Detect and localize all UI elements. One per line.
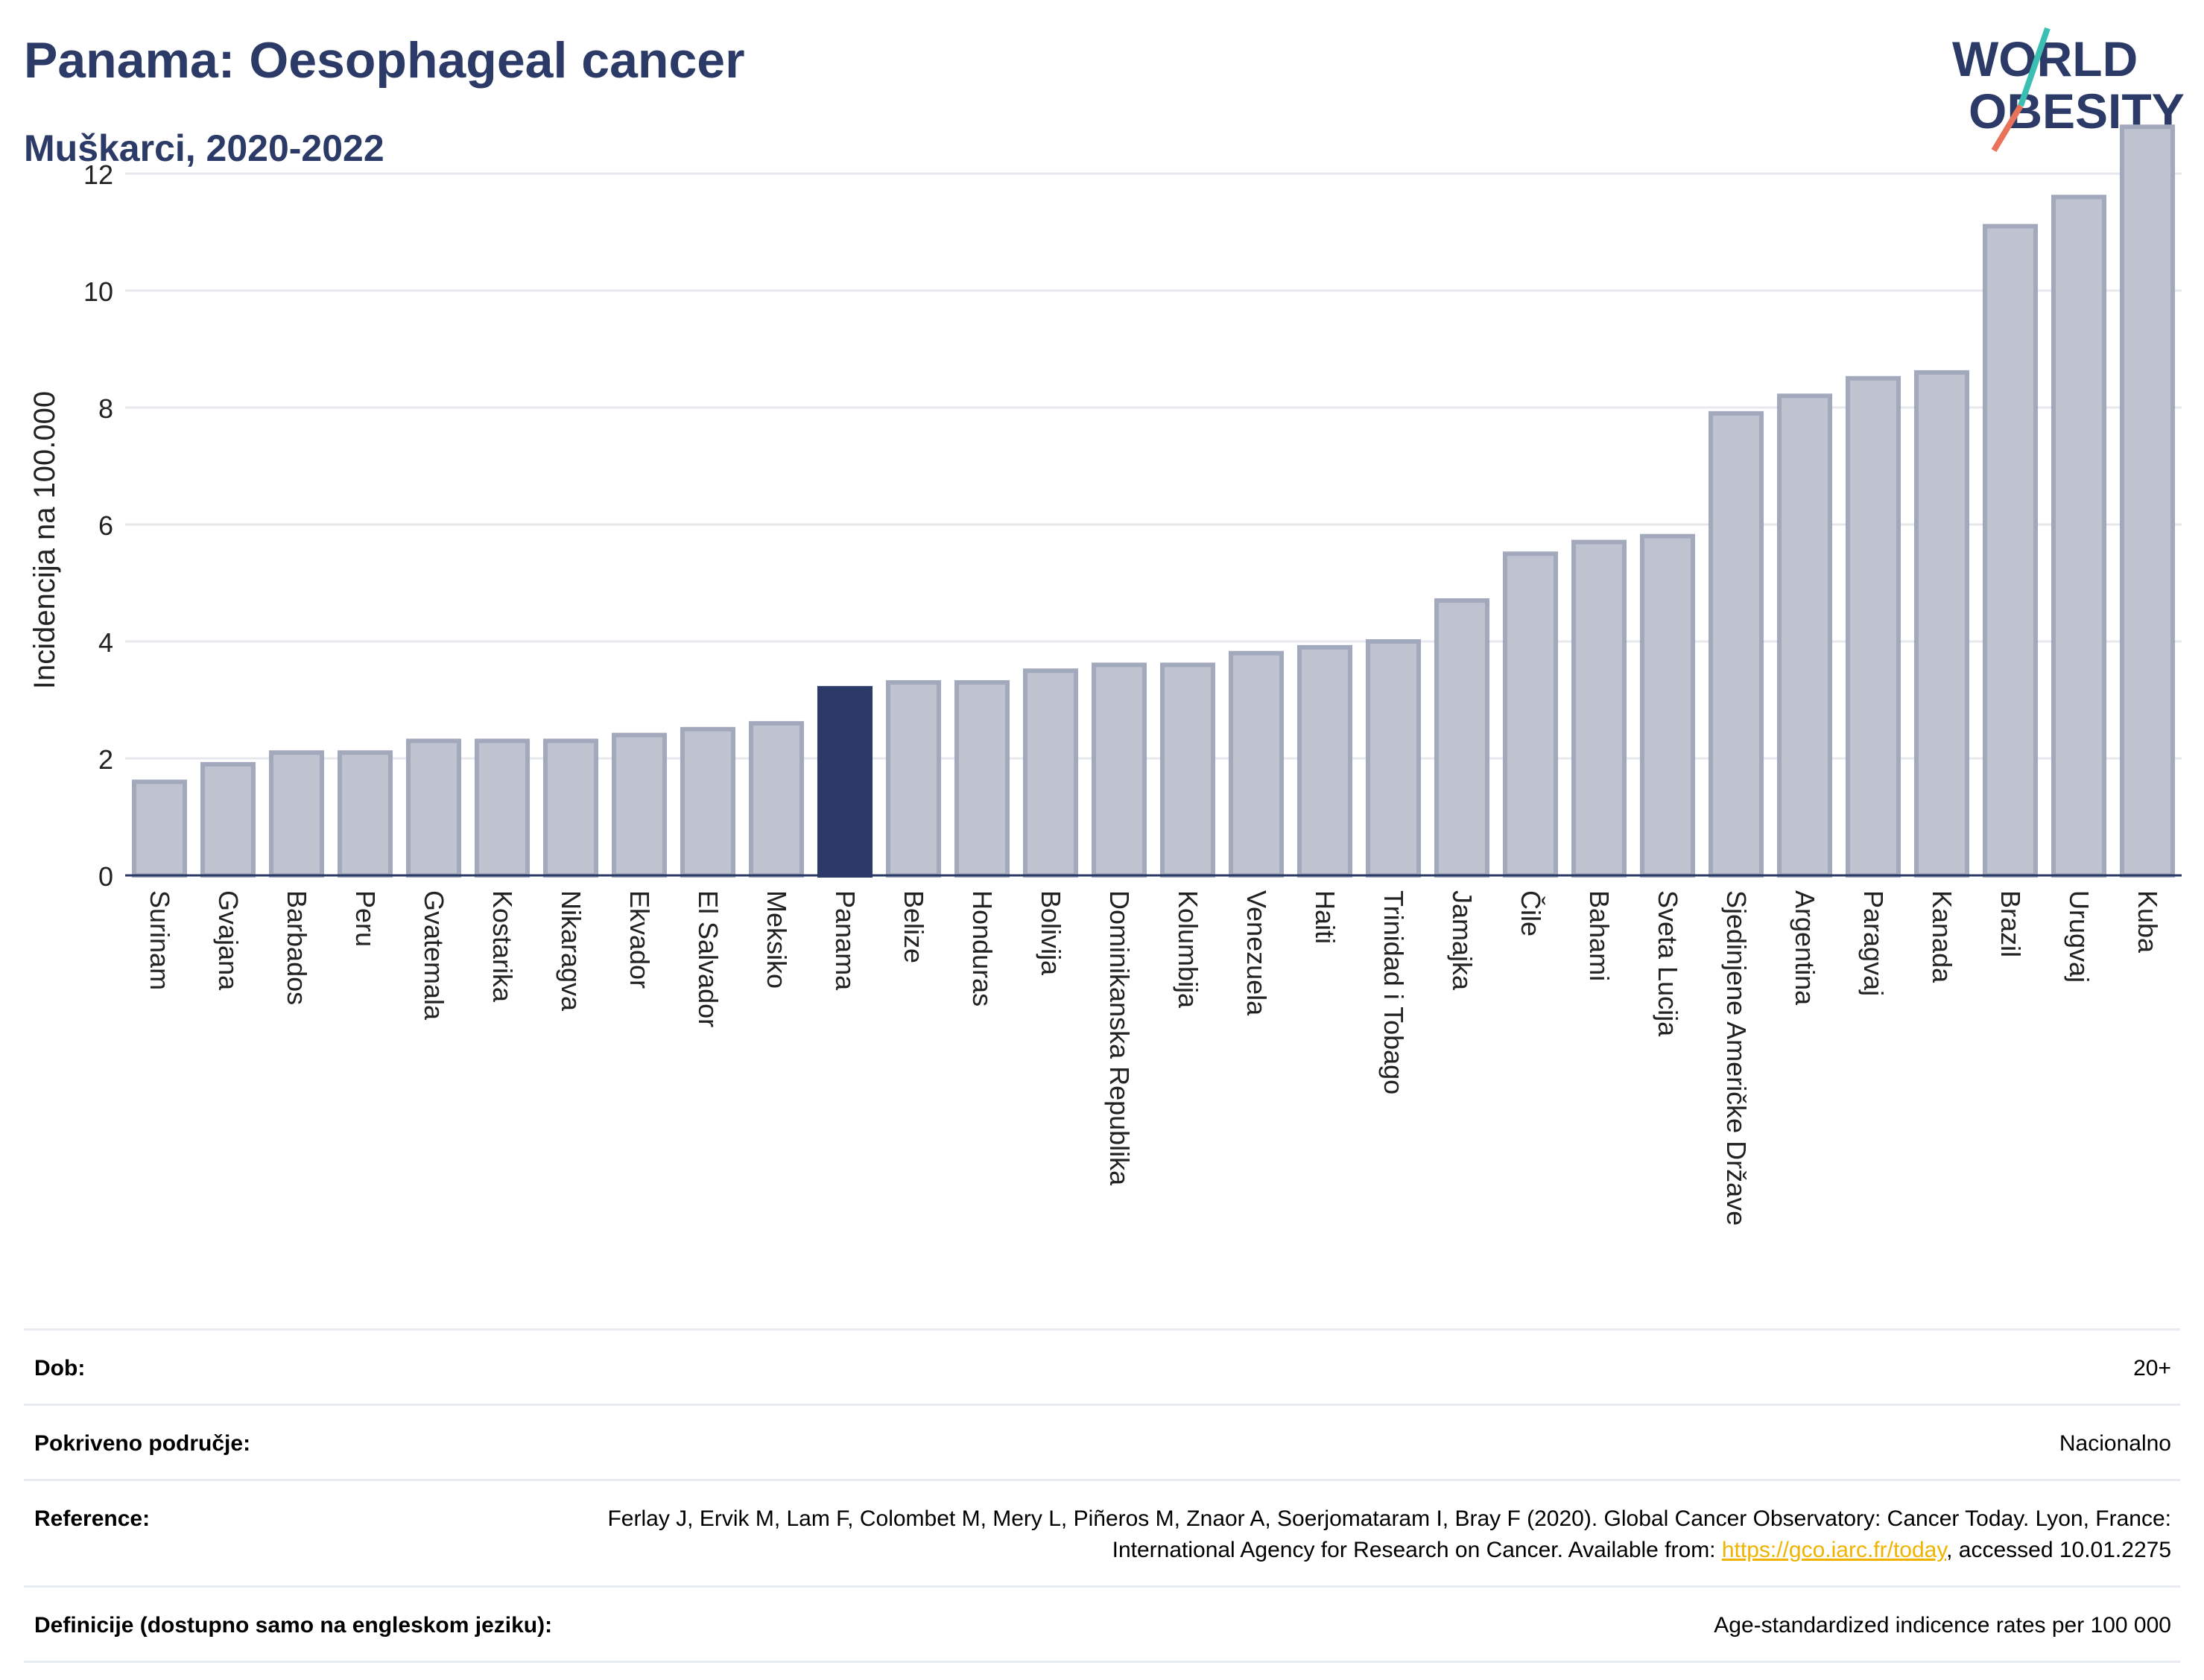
- bar: [748, 720, 805, 878]
- x-tick-label: Brazil: [1995, 890, 2026, 957]
- bar-highlighted: [817, 685, 873, 878]
- logo-slash-bottom: [1991, 104, 2024, 153]
- x-tick-label: Čile: [1516, 890, 1546, 936]
- bar: [1022, 668, 1079, 878]
- bar: [1639, 533, 1696, 878]
- meta-label: Definicije (dostupno samo na engleskom j…: [34, 1613, 553, 1638]
- logo-slash-top: [2018, 27, 2051, 107]
- metadata-table: Dob: 20+ Pokriveno područje: Nacionalno …: [24, 1328, 2180, 1663]
- bar: [1434, 598, 1490, 878]
- bars: [131, 124, 2176, 878]
- bar: [474, 738, 531, 878]
- x-tick-label: El Salvador: [693, 890, 723, 1027]
- x-tick-label: Meksiko: [761, 890, 792, 989]
- y-tick-label: 0: [98, 861, 113, 892]
- x-tick-label: Sveta Lucija: [1653, 890, 1683, 1037]
- x-tick-label: Nikaragva: [556, 890, 586, 1012]
- bar: [1913, 370, 1970, 878]
- x-tick-label: Belize: [899, 890, 929, 963]
- y-tick-label: 2: [98, 744, 113, 775]
- meta-value: Ferlay J, Ervik M, Lam F, Colombet M, Me…: [607, 1503, 2171, 1566]
- x-tick-label: Sjedinjene Američke Države: [1721, 890, 1752, 1226]
- bar: [2119, 124, 2176, 878]
- reference-accessed: , accessed 10.01.2275: [1946, 1538, 2171, 1562]
- bar-chart: 0 2 4 6 8 10 12 Surinam Gvajana Barbados Peru Gvat…: [28, 124, 2182, 1226]
- y-tick-label: 8: [98, 393, 113, 424]
- bar: [885, 679, 942, 878]
- bar: [1365, 639, 1422, 878]
- bar: [131, 779, 188, 878]
- x-tick-label: Kanada: [1927, 890, 1957, 983]
- bar: [954, 679, 1010, 878]
- bar: [680, 726, 736, 878]
- bar: [1982, 224, 2039, 878]
- bar: [1228, 650, 1285, 878]
- grid-lines: [125, 172, 2182, 760]
- bar: [611, 732, 668, 878]
- x-tick-label: Jamajka: [1447, 890, 1478, 991]
- chart-subtitle: Muškarci, 2020-2022: [24, 127, 384, 169]
- meta-label: Reference:: [34, 1506, 151, 1531]
- bar: [1708, 411, 1764, 878]
- x-tick-label: Argentina: [1790, 890, 1820, 1006]
- y-tick-label: 4: [98, 627, 113, 658]
- meta-row-coverage: Pokriveno područje: Nacionalno: [24, 1404, 2180, 1479]
- y-tick-label: 10: [83, 276, 113, 307]
- meta-value: 20+: [2133, 1356, 2171, 1381]
- bar: [1091, 662, 1147, 878]
- x-tick-label: Ekvador: [624, 890, 655, 989]
- x-tick-label: Trinidad i Tobago: [1378, 890, 1409, 1094]
- bar: [200, 761, 256, 878]
- reference-link[interactable]: https://gco.iarc.fr/today: [1721, 1538, 1947, 1562]
- x-tick-label: Gvajana: [213, 890, 244, 991]
- bar: [337, 750, 393, 878]
- x-tick-label: Dominikanska Republika: [1104, 890, 1135, 1186]
- bar: [1159, 662, 1216, 878]
- x-tick-label: Kolumbija: [1173, 890, 1203, 1009]
- meta-row-age: Dob: 20+: [24, 1328, 2180, 1404]
- x-tick-label: Bolivija: [1036, 890, 1066, 976]
- x-tick-label: Kuba: [2132, 890, 2163, 954]
- x-tick-labels: Surinam Gvajana Barbados Peru Gvatemala Kosta…: [145, 890, 2163, 1226]
- bar: [1296, 644, 1353, 878]
- meta-value: Nacionalno: [2059, 1431, 2171, 1456]
- y-tick-labels: 0 2 4 6 8 10 12: [83, 159, 113, 892]
- bar: [1845, 375, 1901, 878]
- bar: [542, 738, 599, 878]
- meta-label: Pokriveno područje:: [34, 1431, 251, 1456]
- meta-row-reference: Reference: Ferlay J, Ervik M, Lam F, Col…: [24, 1479, 2180, 1585]
- y-tick-label: 6: [98, 510, 113, 541]
- bar: [1776, 393, 1833, 878]
- bar: [268, 750, 325, 878]
- x-tick-label: Paragvaj: [1858, 890, 1889, 996]
- x-tick-label: Honduras: [967, 890, 998, 1007]
- x-tick-label: Surinam: [145, 890, 175, 990]
- meta-row-definitions: Definicije (dostupno samo na engleskom j…: [24, 1585, 2180, 1663]
- x-tick-label: Urugvaj: [2064, 890, 2094, 983]
- y-axis-label: Incidencija na 100.000: [28, 391, 61, 689]
- x-tick-label: Gvatemala: [419, 890, 449, 1021]
- bar: [1502, 551, 1559, 878]
- meta-label: Dob:: [34, 1356, 86, 1381]
- y-tick-label: 12: [83, 159, 113, 190]
- x-tick-label: Kostarika: [487, 890, 518, 1003]
- x-tick-label: Peru: [350, 890, 381, 947]
- chart-title: Panama: Oesophageal cancer: [24, 32, 745, 89]
- x-tick-label: Panama: [830, 890, 861, 991]
- x-tick-label: Venezuela: [1241, 890, 1272, 1016]
- bar: [2051, 194, 2107, 878]
- meta-value: Age-standardized indicence rates per 100…: [1714, 1613, 2171, 1638]
- x-tick-label: Bahami: [1584, 890, 1615, 981]
- bar: [405, 738, 462, 878]
- bar: [1571, 539, 1627, 878]
- x-tick-label: Haiti: [1310, 890, 1340, 944]
- reference-text: Ferlay J, Ervik M, Lam F, Colombet M, Me…: [607, 1506, 2171, 1562]
- x-tick-label: Barbados: [282, 890, 312, 1005]
